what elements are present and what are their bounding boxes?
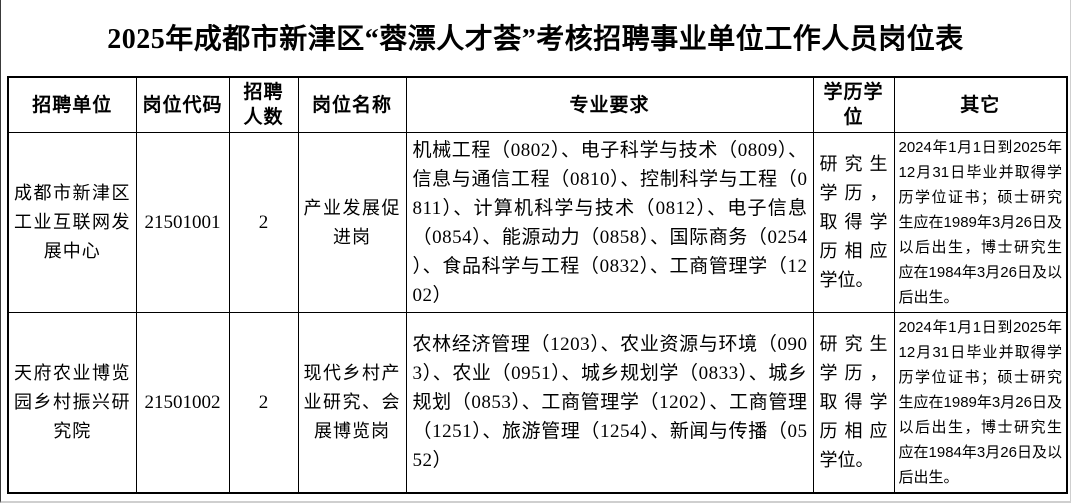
cell-position-code: 21501002 (135, 312, 230, 494)
column-header-unit: 招聘单位 (7, 76, 137, 133)
cell-headcount: 2 (228, 132, 299, 313)
header-row: 招聘单位 岗位代码 招聘人数 岗位名称 专业要求 学历学位 其它 (7, 76, 1068, 133)
job-positions-table: 招聘单位 岗位代码 招聘人数 岗位名称 专业要求 学历学位 其它 成都市新津区工… (7, 76, 1068, 494)
cell-other-requirements: 2024年1月1日到2025年12月31日毕业并取得学历学位证书；硕士研究生应在… (893, 132, 1068, 313)
column-header-position: 岗位名称 (297, 76, 407, 133)
cell-position-title: 现代乡村产业研究、会展博览岗 (297, 312, 407, 494)
column-header-other: 其它 (893, 76, 1068, 133)
column-header-headcount: 招聘人数 (228, 76, 299, 133)
cell-major-requirements: 机械工程（0802）、电子科学与技术（0809）、信息与通信工程（0810）、控… (405, 132, 814, 313)
table-row: 成都市新津区工业互联网发展中心 21501001 2 产业发展促进岗 机械工程（… (7, 132, 1068, 313)
column-header-education: 学历学位 (812, 76, 895, 133)
cell-other-requirements: 2024年1月1日到2025年12月31日毕业并取得学历学位证书；硕士研究生应在… (893, 312, 1068, 494)
page-title: 2025年成都市新津区“蓉漂人才荟”考核招聘事业单位工作人员岗位表 (107, 24, 964, 55)
table-row: 天府农业博览园乡村振兴研究院 21501002 2 现代乡村产业研究、会展博览岗… (7, 312, 1068, 494)
cell-major-requirements: 农林经济管理（1203）、农业资源与环境（0903）、农业（0951）、城乡规划… (405, 312, 814, 494)
cell-unit-name: 成都市新津区工业互联网发展中心 (7, 132, 137, 313)
cell-headcount: 2 (228, 312, 299, 494)
column-header-code: 岗位代码 (135, 76, 230, 133)
cell-unit-name: 天府农业博览园乡村振兴研究院 (7, 312, 137, 494)
cell-position-code: 21501001 (135, 132, 230, 313)
cell-position-title: 产业发展促进岗 (297, 132, 407, 313)
cell-education-degree: 研究生学历，取得学历相应学位。 (812, 132, 895, 313)
cell-education-degree: 研究生学历，取得学历相应学位。 (812, 312, 895, 494)
column-header-majors: 专业要求 (405, 76, 814, 133)
